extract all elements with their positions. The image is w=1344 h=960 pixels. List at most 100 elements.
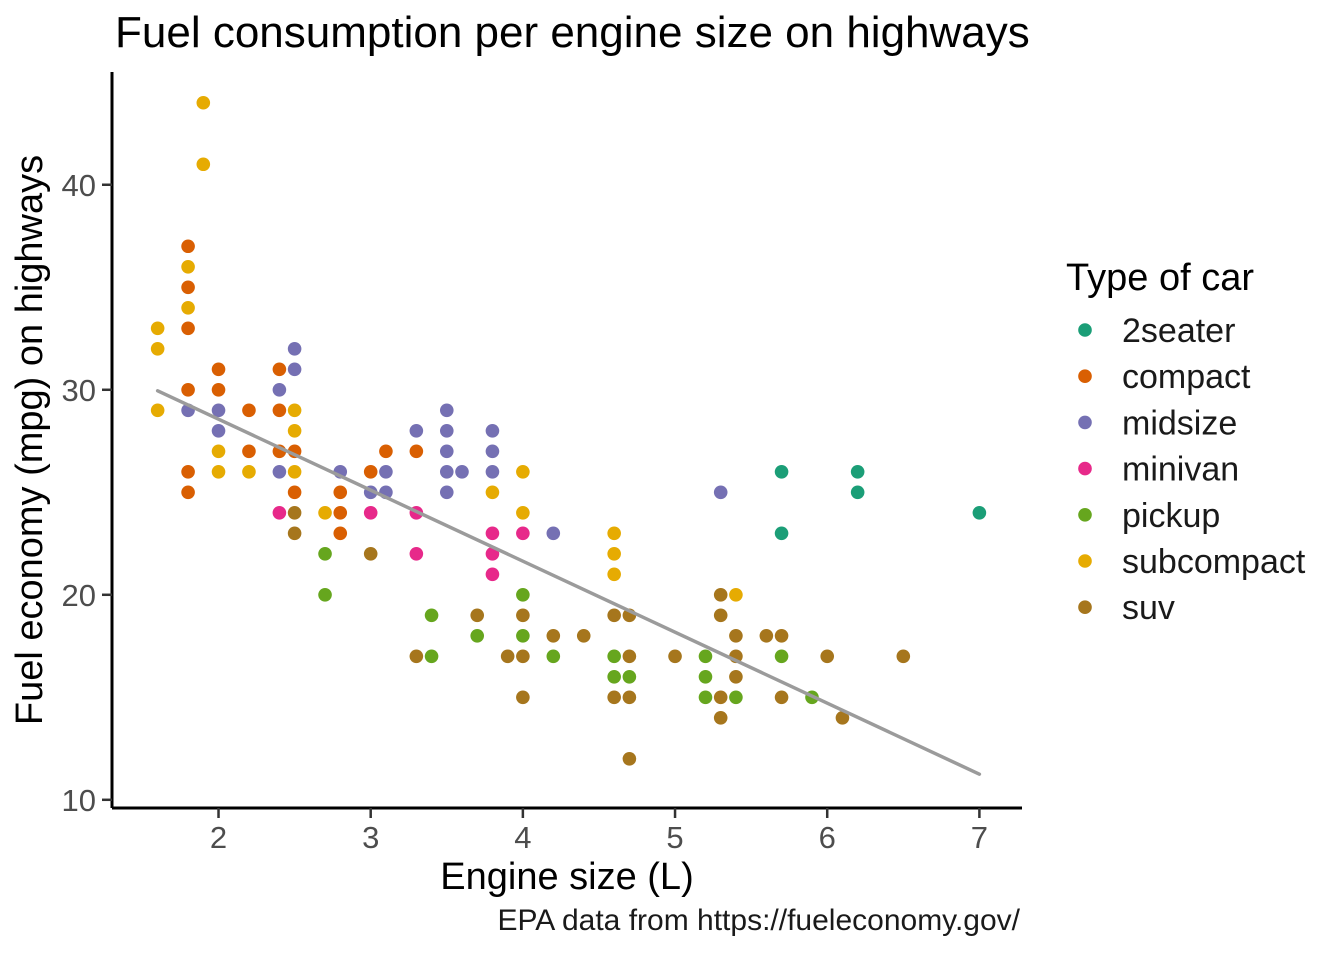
data-point-pickup <box>470 628 485 643</box>
data-point-subcompact <box>516 505 530 520</box>
data-point-midsize <box>485 444 500 459</box>
data-point-midsize <box>713 485 728 500</box>
data-point-compact <box>181 485 195 500</box>
x-tick-label: 5 <box>666 820 683 855</box>
legend-item-subcompact: subcompact <box>1078 543 1306 581</box>
legend-label: midsize <box>1122 404 1237 442</box>
data-point-subcompact <box>607 567 621 582</box>
y-tick-label: 30 <box>62 373 96 408</box>
data-point-suv <box>470 608 485 623</box>
legend-label: 2seater <box>1122 312 1235 350</box>
data-point-suv <box>363 546 378 561</box>
data-point-subcompact <box>150 403 165 418</box>
legend-item-midsize: midsize <box>1078 404 1237 442</box>
legend-swatch-subcompact-icon <box>1078 554 1092 568</box>
legend-item-pickup: pickup <box>1078 497 1220 535</box>
data-point-suv <box>896 649 911 664</box>
data-point-minivan <box>363 505 378 520</box>
data-point-suv <box>774 628 789 643</box>
data-point-midsize <box>379 464 393 479</box>
data-point-pickup <box>318 546 332 561</box>
data-point-suv <box>729 669 743 684</box>
data-point-suv <box>713 710 728 725</box>
data-point-compact <box>181 382 195 397</box>
data-point-midsize <box>439 423 454 438</box>
data-point-midsize <box>211 403 226 418</box>
data-point-suv <box>713 608 728 623</box>
data-point-pickup <box>774 649 789 664</box>
data-point-compact <box>272 362 287 377</box>
data-point-compact <box>211 382 226 397</box>
data-point-suv <box>500 649 515 664</box>
x-tick-label: 7 <box>971 820 988 855</box>
data-point-subcompact <box>181 300 195 315</box>
legend-item-2seater: 2seater <box>1078 312 1235 350</box>
data-point-pickup <box>546 649 561 664</box>
data-point-subcompact <box>485 485 500 500</box>
data-point-subcompact <box>211 464 226 479</box>
data-point-compact <box>211 362 226 377</box>
legend-swatch-pickup-icon <box>1078 508 1092 522</box>
data-point-compact <box>272 403 287 418</box>
data-point-suv <box>409 649 424 664</box>
data-point-midsize <box>485 423 500 438</box>
data-point-subcompact <box>287 403 302 418</box>
data-point-2seater <box>850 485 865 500</box>
data-point-suv <box>622 649 637 664</box>
data-point-2seater <box>972 505 987 520</box>
data-point-suv <box>546 628 561 643</box>
legend-swatch-minivan-icon <box>1078 461 1092 476</box>
data-point-minivan <box>485 567 500 582</box>
data-point-suv <box>713 587 728 602</box>
data-point-compact <box>379 444 393 459</box>
data-point-suv <box>713 690 728 705</box>
data-point-suv <box>607 690 621 705</box>
data-point-subcompact <box>287 423 302 438</box>
x-axis-ticks: 2 3 4 5 6 7 <box>210 808 988 855</box>
data-point-suv <box>774 690 789 705</box>
data-point-subcompact <box>607 526 621 541</box>
data-point-subcompact <box>318 505 332 520</box>
y-tick-label: 10 <box>62 783 96 818</box>
x-tick-label: 3 <box>362 820 379 855</box>
data-point-2seater <box>774 526 789 541</box>
data-point-suv <box>729 628 743 643</box>
data-point-subcompact <box>196 95 211 110</box>
data-point-midsize <box>439 464 454 479</box>
data-point-minivan <box>272 505 287 520</box>
legend-item-compact: compact <box>1078 358 1251 396</box>
data-point-subcompact <box>181 259 195 274</box>
data-point-midsize <box>272 464 287 479</box>
legend-swatch-compact-icon <box>1078 369 1092 384</box>
data-point-suv <box>287 505 302 520</box>
data-points <box>150 95 987 766</box>
data-point-midsize <box>409 423 424 438</box>
legend-label: suv <box>1122 589 1175 627</box>
data-point-subcompact <box>150 321 165 336</box>
data-point-minivan <box>516 526 530 541</box>
legend-items: 2seater compact midsize minivan pickup subcom… <box>1078 312 1306 627</box>
legend-label: minivan <box>1122 451 1239 489</box>
data-point-subcompact <box>242 464 256 479</box>
y-tick-label: 20 <box>62 578 96 613</box>
data-point-suv <box>622 690 637 705</box>
x-axis-title: Engine size (L) <box>440 856 693 898</box>
data-point-suv <box>516 690 530 705</box>
data-point-2seater <box>774 464 789 479</box>
x-tick-label: 4 <box>514 820 531 855</box>
data-point-compact <box>242 444 256 459</box>
plot-title: Fuel consumption per engine size on high… <box>115 8 1030 57</box>
data-point-midsize <box>455 464 469 479</box>
y-axis-title: Fuel economy (mpg) on highways <box>9 155 51 725</box>
data-point-subcompact <box>729 587 743 602</box>
data-point-pickup <box>424 608 439 623</box>
data-point-suv <box>835 710 850 725</box>
data-point-compact <box>242 403 256 418</box>
data-point-compact <box>181 464 195 479</box>
data-point-pickup <box>516 628 530 643</box>
legend-label: compact <box>1122 358 1251 396</box>
data-point-midsize <box>272 382 287 397</box>
data-point-compact <box>287 485 302 500</box>
data-point-midsize <box>287 362 302 377</box>
